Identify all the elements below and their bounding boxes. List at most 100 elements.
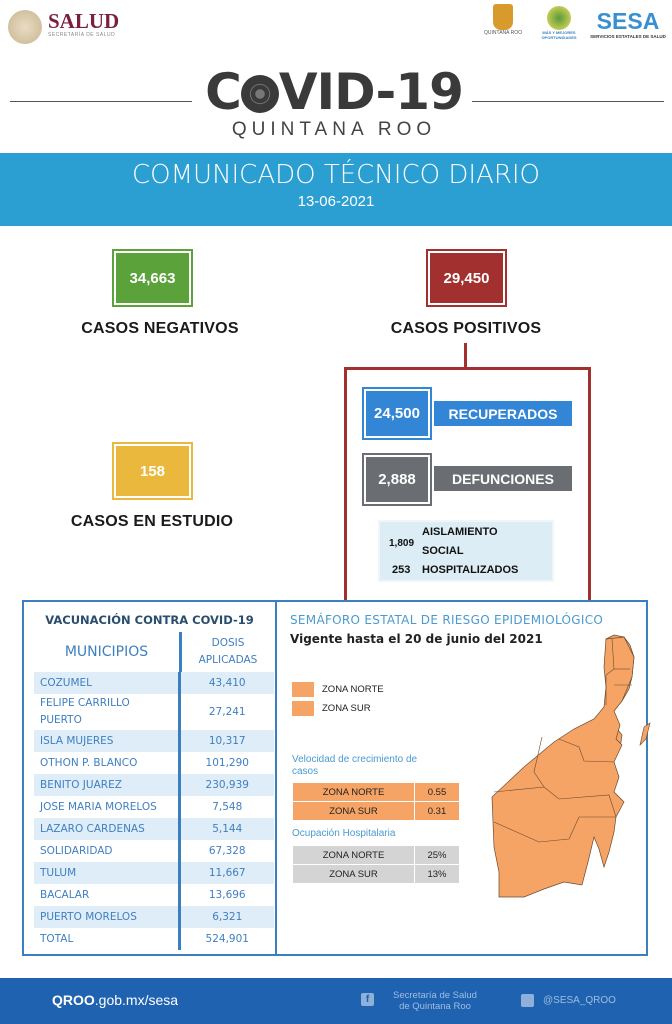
municipio: TOTAL	[40, 932, 74, 945]
valor: 0.55	[414, 782, 460, 802]
vacunacion-row: LAZARO CARDENAS 5,144	[34, 818, 274, 840]
aislamiento-label-1: AISLAMIENTO	[422, 526, 498, 538]
municipio: PUERTO MORELOS	[34, 906, 179, 928]
sesa-subtitle: SERVICIOS ESTATALES DE SALUD	[590, 34, 666, 39]
aislamiento-box: 1,809 AISLAMIENTO SOCIAL 253 HOSPITALIZA…	[378, 520, 554, 582]
facebook-icon[interactable]: f	[361, 993, 374, 1006]
semaforo-title: SEMÁFORO ESTATAL DE RIESGO EPIDEMIOLÓGIC…	[290, 613, 604, 627]
map-cozumel	[639, 722, 651, 746]
vacunacion-title: VACUNACIÓN CONTRA COVID-19	[45, 613, 254, 627]
divider-right	[472, 101, 664, 102]
casos-positivos-label: CASOS POSITIVOS	[390, 320, 542, 337]
valor: 25%	[414, 845, 460, 865]
recuperados-value: 24,500	[362, 387, 432, 440]
sesa-title: SESA	[596, 8, 660, 34]
panel-divider	[275, 602, 277, 954]
municipio: SOLIDARIDAD	[40, 844, 113, 857]
valor: 0.31	[414, 801, 460, 821]
quintana-roo-map	[491, 634, 651, 898]
ocupacion-table: ZONA NORTE 25% ZONA SUR 13%	[292, 845, 460, 884]
vacunacion-row: COZUMEL 43,410	[34, 672, 274, 694]
municipio: COZUMEL	[34, 672, 179, 694]
salud-logo: SALUD SECRETARÍA DE SALUD	[48, 10, 119, 38]
municipio: BENITO JUAREZ	[34, 774, 179, 796]
facebook-link[interactable]: Secretaría de Salud de Quintana Roo	[380, 990, 490, 1012]
facebook-line-2: de Quintana Roo	[399, 1001, 471, 1012]
dosis: 43,410	[177, 672, 274, 694]
velocidad-title: Velocidad de crecimiento de casos	[292, 754, 418, 777]
vacunacion-row: TULUM 11,667	[34, 862, 274, 884]
region-title: QUINTANA ROO	[231, 119, 437, 140]
velocidad-table: ZONA NORTE 0.55 ZONA SUR 0.31	[292, 782, 460, 821]
vacunacion-row: BENITO JUAREZ 230,939	[34, 774, 274, 796]
dosis: 101,290	[177, 752, 274, 774]
dosis: 11,667	[177, 862, 274, 884]
casos-negativos-value: 34,663	[112, 249, 193, 307]
legend-swatch-norte	[292, 682, 314, 697]
dosis: 67,328	[177, 840, 274, 862]
vacunacion-row: ISLA MUJERES 10,317	[34, 730, 274, 752]
valor: 13%	[414, 864, 460, 884]
ocupacion-row: ZONA NORTE 25%	[292, 845, 460, 865]
defunciones-value: 2,888	[362, 453, 432, 506]
municipio: LAZARO CARDENAS	[34, 818, 179, 840]
vacunacion-row: OTHON P. BLANCO 101,290	[34, 752, 274, 774]
map-border	[558, 738, 615, 763]
municipio: TULUM	[34, 862, 179, 884]
casos-negativos-label: CASOS NEGATIVOS	[81, 320, 239, 337]
map-border	[493, 736, 545, 793]
salud-subtitle: SECRETARÍA DE SALUD	[48, 32, 116, 38]
dosis: 524,901	[177, 928, 274, 950]
vacunacion-row: PUERTO MORELOS 6,321	[34, 906, 274, 928]
vacunacion-row: FELIPE CARRILLO PUERTO 27,241	[34, 694, 274, 730]
mexico-seal-icon	[8, 10, 42, 44]
map-border	[493, 816, 616, 843]
dosis: 5,144	[177, 818, 274, 840]
hospitalizados-label: HOSPITALIZADOS	[422, 564, 519, 576]
velocidad-row: ZONA SUR 0.31	[292, 801, 460, 821]
vacunacion-table: COZUMEL 43,410 FELIPE CARRILLO PUERTO 27,24…	[34, 672, 274, 950]
dosis: 230,939	[177, 774, 274, 796]
footer: QROO.gob.mx/sesa f Secretaría de Salud de…	[0, 978, 672, 1024]
defunciones-label: DEFUNCIONES	[434, 466, 572, 491]
twitter-link[interactable]: @SESA_QROO	[543, 995, 616, 1006]
site-rest: .gob.mx/sesa	[94, 992, 179, 1008]
municipio: FELIPE CARRILLO PUERTO	[40, 697, 130, 726]
dosis: 6,321	[177, 906, 274, 928]
casos-estudio-label: CASOS EN ESTUDIO	[70, 513, 234, 530]
semaforo-vigencia: Vigente hasta el 20 de junio del 2021	[290, 632, 543, 646]
twitter-icon[interactable]	[521, 994, 534, 1007]
salud-title: SALUD	[48, 9, 120, 33]
aislamiento-label-2: SOCIAL	[422, 545, 464, 557]
bottom-panel: VACUNACIÓN CONTRA COVID-19 MUNICIPIOS DO…	[22, 600, 651, 956]
sesa-logo: SESA SERVICIOS ESTATALES DE SALUD	[588, 8, 668, 39]
col-municipios: MUNICIPIOS	[64, 644, 149, 660]
banner-date: 13-06-2021	[297, 193, 375, 210]
vacunacion-row: TOTAL 524,901	[34, 928, 274, 950]
mas-oportunidades-logo: MÁS Y MEJORES OPORTUNIDADES	[536, 6, 582, 40]
legend-sur: ZONA SUR	[292, 701, 371, 716]
zona: ZONA NORTE	[292, 845, 415, 865]
casos-estudio-value: 158	[112, 442, 193, 500]
dosis: 10,317	[177, 730, 274, 752]
col-dosis-2: APLICADAS	[198, 654, 258, 666]
legend-norte: ZONA NORTE	[292, 682, 384, 697]
municipio: JOSE MARIA MORELOS	[40, 800, 157, 813]
footer-website[interactable]: QROO.gob.mx/sesa	[52, 992, 178, 1008]
aislamiento-value: 1,809	[389, 538, 415, 549]
ocupacion-row: ZONA SUR 13%	[292, 864, 460, 884]
vacunacion-row: JOSE MARIA MORELOS 7,548	[34, 796, 274, 818]
covid-title: C VID-19	[196, 64, 472, 120]
dosis: 27,241	[177, 694, 274, 730]
hospitalizados-value: 253	[392, 564, 411, 576]
zona: ZONA SUR	[292, 801, 415, 821]
positivos-frame	[344, 367, 591, 607]
banner-title: COMUNICADO TÉCNICO DIARIO	[131, 160, 541, 190]
virus-icon	[240, 75, 279, 113]
legend-label-sur: ZONA SUR	[322, 703, 371, 714]
dosis: 7,548	[177, 796, 274, 818]
municipio: ISLA MUJERES	[34, 730, 179, 752]
ocupacion-title: Ocupación Hospitalaria	[292, 828, 396, 839]
zona: ZONA SUR	[292, 864, 415, 884]
map-border	[605, 638, 615, 705]
